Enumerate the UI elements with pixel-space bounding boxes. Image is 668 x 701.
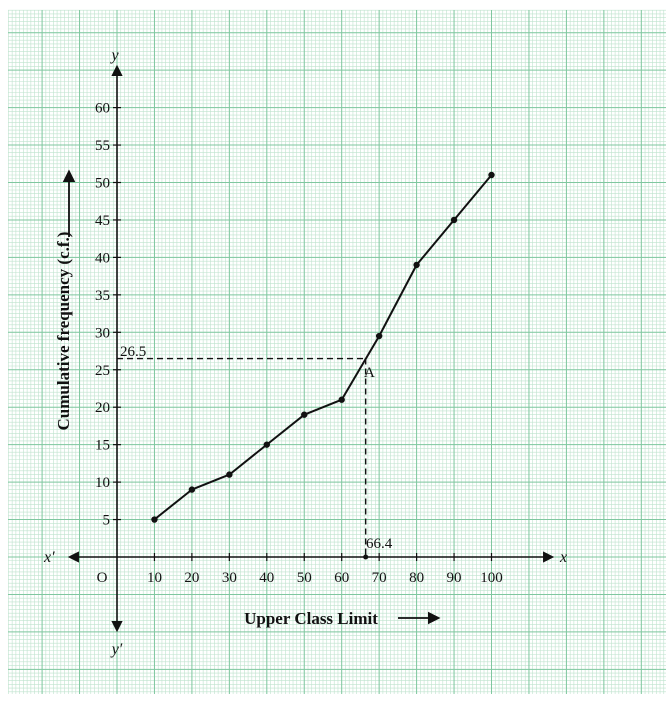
data-point [450, 216, 458, 224]
cumulative-frequency-curve [151, 171, 495, 523]
data-point [226, 471, 233, 478]
y-axis-label: Cumulative frequency (c.f.) [54, 232, 73, 431]
y-tick-label: 10 [95, 475, 110, 491]
x-tick-label: 30 [222, 570, 237, 586]
data-point [488, 171, 495, 179]
y-tick-label: 5 [103, 513, 111, 529]
data-point [188, 486, 196, 493]
data-point [375, 332, 383, 340]
y-tick-label: 40 [95, 250, 110, 266]
x-tick-label: 90 [447, 570, 462, 586]
y-axis-letter-negative: y′ [110, 641, 123, 658]
y-tick-label: 45 [95, 213, 110, 229]
data-point [338, 396, 345, 403]
x-axis-letter-negative: x′ [43, 549, 55, 566]
point-a-label: A [364, 365, 375, 381]
x-tick-label: 50 [297, 570, 312, 586]
origin-label: O [97, 570, 108, 586]
y-tick-label: 30 [95, 325, 110, 341]
x-tick-label: 60 [334, 570, 349, 586]
data-point [263, 441, 270, 448]
x-tick-label: 80 [409, 570, 424, 586]
x-axis-letter: x [559, 549, 567, 566]
y-tick-label: 35 [95, 288, 110, 304]
x-tick-label: 10 [147, 570, 162, 586]
y-tick-label: 60 [95, 101, 110, 117]
median-x-point [363, 554, 369, 560]
x-tick-label: 40 [259, 570, 274, 586]
x-tick-label: 70 [372, 570, 387, 586]
median-x-annotation: 66.4 [366, 536, 393, 552]
y-tick-label: 15 [95, 438, 110, 454]
axes [67, 64, 555, 633]
y-tick-label: 20 [95, 400, 110, 416]
y-tick-label: 25 [95, 363, 110, 379]
x-axis-label: Upper Class Limit [244, 609, 378, 628]
ogive-line [153, 174, 493, 521]
data-point [151, 516, 158, 523]
y-axis-letter: y [109, 47, 119, 64]
tick-labels: 10 20 30 40 50 60 70 80 90 100 5 10 15 20 25 30 35 40 45 50… [95, 101, 503, 586]
data-point [301, 411, 308, 418]
median-guides [117, 357, 369, 560]
x-tick-label: 100 [480, 570, 503, 586]
y-tick-label: 55 [95, 138, 110, 154]
median-y-annotation: 26.5 [120, 344, 146, 360]
y-tick-label: 50 [95, 176, 110, 192]
data-point [413, 261, 420, 269]
chart-labels: Cumulative frequency (c.f.) Upper Class … [43, 47, 567, 658]
x-tick-label: 20 [184, 570, 199, 586]
